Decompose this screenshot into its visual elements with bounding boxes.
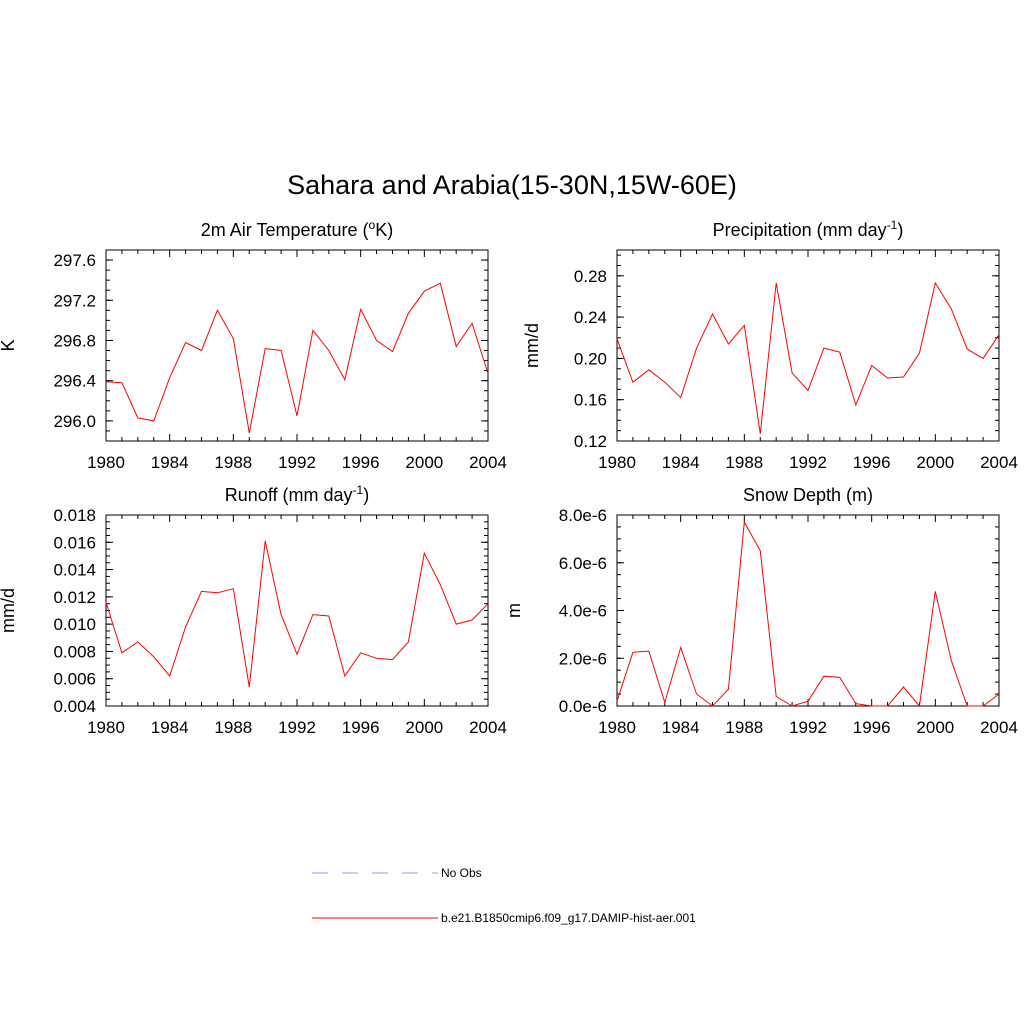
x-tick-label: 1996 — [853, 453, 891, 472]
plot-frame — [616, 249, 1000, 442]
panel-title: Snow Depth (m) — [743, 485, 873, 505]
legend-label-no-obs: No Obs — [441, 866, 482, 880]
panel-snow-depth: Snow Depth (m) 1980 1984 1988 1992 1996 2000 20… — [504, 485, 1018, 737]
x-tick-label: 2000 — [405, 718, 443, 737]
y-tick-label: 0.012 — [53, 588, 96, 607]
y-tick-label: 0.28 — [574, 267, 607, 286]
x-tick-label: 2000 — [916, 718, 954, 737]
y-tick-label: 296.4 — [53, 372, 96, 391]
figure-title: Sahara and Arabia(15-30N,15W-60E) — [287, 170, 737, 200]
x-tick-label: 1988 — [214, 453, 252, 472]
x-tick-label: 1996 — [342, 718, 380, 737]
panel-title: Precipitation (mm day-1) — [713, 218, 904, 240]
x-tick-label: 1988 — [725, 453, 763, 472]
y-tick-label: 0.12 — [574, 432, 607, 451]
y-tick-label: 4.0e-6 — [559, 602, 607, 621]
x-tick-label: 2000 — [916, 453, 954, 472]
x-tick-label: 1992 — [789, 718, 827, 737]
legend-label-model: b.e21.B1850cmip6.f09_g17.DAMIP-hist-aer.… — [441, 911, 696, 925]
y-tick-label: 296.0 — [53, 412, 96, 431]
x-tick-label: 2004 — [469, 718, 507, 737]
x-tick-label: 1984 — [662, 718, 700, 737]
y-tick-label: 0.16 — [574, 391, 607, 410]
series-line — [105, 540, 489, 687]
plot-frame — [616, 514, 1000, 707]
y-tick-label: 2.0e-6 — [559, 649, 607, 668]
y-tick-label: 0.014 — [53, 561, 96, 580]
y-tick-label: 8.0e-6 — [559, 506, 607, 525]
x-tick-label: 1988 — [214, 718, 252, 737]
panel-air-temperature: 2m Air Temperature (oK) 1980 1984 1988 1992 1… — [0, 218, 507, 472]
x-tick-label: 2000 — [405, 453, 443, 472]
x-tick-label: 1984 — [151, 718, 189, 737]
x-tick-label: 1984 — [151, 453, 189, 472]
x-tick-label: 1992 — [278, 453, 316, 472]
series-line — [616, 281, 1000, 434]
y-tick-label: 0.010 — [53, 615, 96, 634]
y-tick-label: 297.2 — [53, 291, 96, 310]
y-tick-label: 0.0e-6 — [559, 697, 607, 716]
y-tick-label: 0.016 — [53, 533, 96, 552]
y-tick-label: 6.0e-6 — [559, 554, 607, 573]
panel-title: 2m Air Temperature (oK) — [201, 218, 393, 240]
plot-frame — [105, 514, 489, 707]
panel-runoff: Runoff (mm day-1) 1980 1984 1988 1992 1996 200… — [0, 483, 507, 737]
x-tick-label: 1984 — [662, 453, 700, 472]
panel-title: Runoff (mm day-1) — [225, 483, 369, 505]
y-axis-label: m — [504, 603, 524, 618]
x-tick-label: 2004 — [980, 453, 1018, 472]
x-tick-label: 1980 — [598, 453, 636, 472]
legend-entry-model: b.e21.B1850cmip6.f09_g17.DAMIP-hist-aer.… — [441, 911, 696, 925]
legend-lines — [312, 872, 438, 919]
y-tick-label: 0.006 — [53, 670, 96, 689]
x-tick-label: 1980 — [87, 718, 125, 737]
x-tick-label: 1988 — [725, 718, 763, 737]
x-tick-label: 1992 — [789, 453, 827, 472]
plot-frame — [105, 249, 489, 442]
y-tick-label: 297.6 — [53, 251, 96, 270]
x-tick-label: 1992 — [278, 718, 316, 737]
series-line — [616, 520, 1000, 708]
x-tick-label: 1996 — [853, 718, 891, 737]
x-tick-label: 1996 — [342, 453, 380, 472]
legend-entry-no-obs: No Obs — [441, 866, 482, 880]
y-tick-label: 0.018 — [53, 506, 96, 525]
panel-precipitation: Precipitation (mm day-1) 1980 1984 1988 1992… — [522, 218, 1018, 472]
y-tick-label: 0.24 — [574, 308, 607, 327]
y-tick-label: 0.20 — [574, 349, 607, 368]
y-tick-label: 0.004 — [53, 697, 96, 716]
y-tick-label: 296.8 — [53, 331, 96, 350]
series-line — [105, 282, 489, 434]
y-axis-label: mm/d — [522, 323, 542, 368]
y-axis-label: K — [0, 339, 18, 351]
y-tick-label: 0.008 — [53, 642, 96, 661]
y-axis-label: mm/d — [0, 588, 18, 633]
x-tick-label: 1980 — [598, 718, 636, 737]
x-tick-label: 1980 — [87, 453, 125, 472]
x-tick-label: 2004 — [469, 453, 507, 472]
x-tick-label: 2004 — [980, 718, 1018, 737]
